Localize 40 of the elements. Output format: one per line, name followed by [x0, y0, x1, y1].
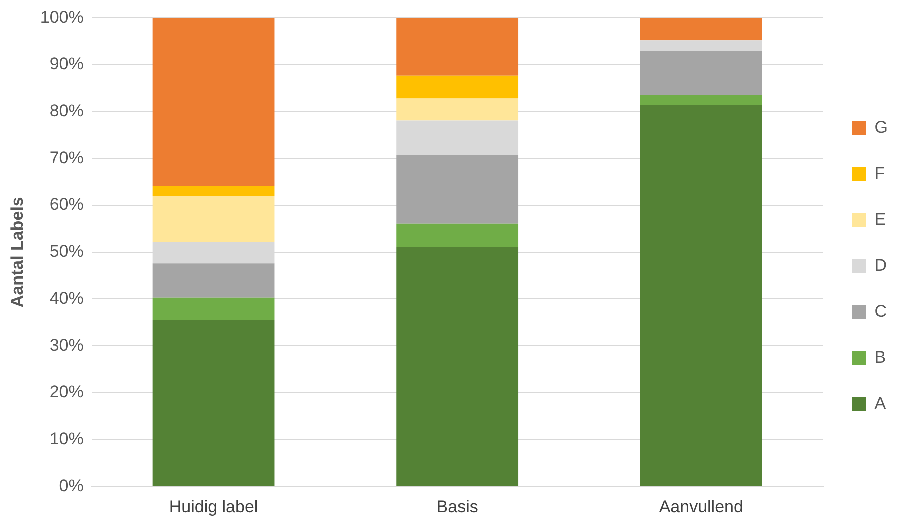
legend-label: A: [874, 394, 887, 414]
x-tick-label: Aanvullend: [659, 497, 744, 516]
y-tick-label: 50%: [50, 242, 84, 262]
legend-label: E: [874, 210, 886, 230]
bar: [396, 98, 519, 121]
bar: [640, 105, 762, 486]
bar: [152, 298, 275, 320]
legend-label: G: [874, 118, 888, 138]
y-tick-label: 0%: [59, 476, 84, 496]
bar: [396, 247, 519, 486]
bar: [640, 50, 762, 96]
x-tick-label: Huidig label: [169, 497, 258, 516]
bar: [640, 40, 762, 51]
bar: [152, 196, 275, 242]
bar: [396, 120, 519, 155]
y-tick-label: 10%: [50, 429, 84, 448]
y-tick-label: 100%: [40, 8, 84, 27]
bar: [396, 18, 519, 76]
bar: [396, 76, 519, 99]
y-tick-label: 60%: [50, 195, 84, 214]
y-tick-label: 30%: [50, 336, 84, 355]
y-tick-label: 20%: [50, 382, 84, 402]
bar: [152, 186, 275, 196]
y-tick-label: 80%: [50, 102, 84, 121]
y-tick-label: 40%: [50, 288, 84, 308]
bar: [152, 320, 275, 486]
y-tick-label: 90%: [50, 54, 84, 74]
legend-label: D: [874, 256, 888, 276]
bar: [152, 264, 275, 298]
bar: [396, 224, 519, 248]
y-tick-label: 70%: [50, 148, 84, 168]
legend-label: C: [874, 302, 888, 322]
bar: [640, 95, 762, 106]
bar: [152, 18, 275, 186]
legend-label: F: [874, 164, 886, 184]
legend-label: B: [874, 348, 886, 368]
bar: [640, 18, 762, 41]
bar: [396, 154, 519, 224]
y-axis-title: Aantal Labels: [8, 197, 27, 308]
x-tick-label: Basis: [436, 497, 478, 516]
